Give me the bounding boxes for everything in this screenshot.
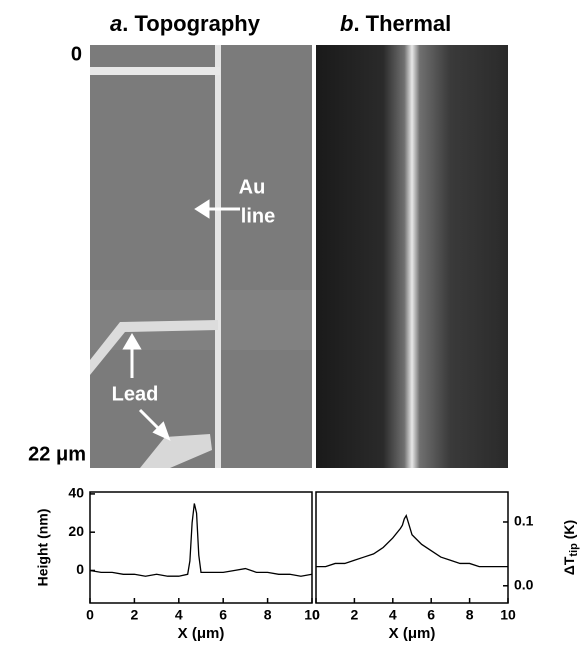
y-axis-label: ΔTtip (K) xyxy=(561,520,580,575)
label-part: ΔT xyxy=(561,556,577,575)
panel-title: a. Topography xyxy=(110,11,261,36)
y-tick-label: 0 xyxy=(76,561,84,577)
x-axis-label: X (μm) xyxy=(178,625,225,641)
data-line xyxy=(89,503,313,577)
y-tick-label: 0.1 xyxy=(514,513,534,529)
x-tick-label: 0 xyxy=(312,607,320,623)
topography-image xyxy=(90,45,312,468)
x-tick-label: 10 xyxy=(304,607,320,623)
y-axis-label: Height (nm) xyxy=(35,509,51,587)
annotation: Au xyxy=(239,176,266,198)
plot-frame xyxy=(315,491,509,604)
x-axis-label: X (μm) xyxy=(389,625,436,641)
x-tick-label: 0 xyxy=(86,607,94,623)
scale-label: 0 xyxy=(71,43,82,65)
data-line xyxy=(316,514,508,568)
x-tick-label: 10 xyxy=(500,607,516,623)
y-tick-label: 0.0 xyxy=(514,576,534,592)
annotation: line xyxy=(241,205,275,227)
x-tick-label: 6 xyxy=(427,607,435,623)
x-tick-label: 6 xyxy=(219,607,227,623)
x-tick-label: 4 xyxy=(175,607,183,623)
scale-label: 22 μm xyxy=(28,443,86,465)
x-tick-label: 8 xyxy=(466,607,474,623)
plot-frame xyxy=(89,491,313,604)
arrows xyxy=(122,199,240,441)
y-tick-label: 20 xyxy=(68,523,84,539)
thermal-image xyxy=(316,45,508,468)
panel-title: b. Thermal xyxy=(340,11,451,36)
annotation: Lead xyxy=(112,383,159,405)
label-part: (K) xyxy=(561,520,577,543)
y-tick-label: 40 xyxy=(68,485,84,501)
x-tick-label: 4 xyxy=(389,607,397,623)
x-tick-label: 8 xyxy=(264,607,272,623)
x-tick-label: 2 xyxy=(131,607,139,623)
x-tick-label: 2 xyxy=(351,607,359,623)
label-sub: tip xyxy=(568,543,580,557)
